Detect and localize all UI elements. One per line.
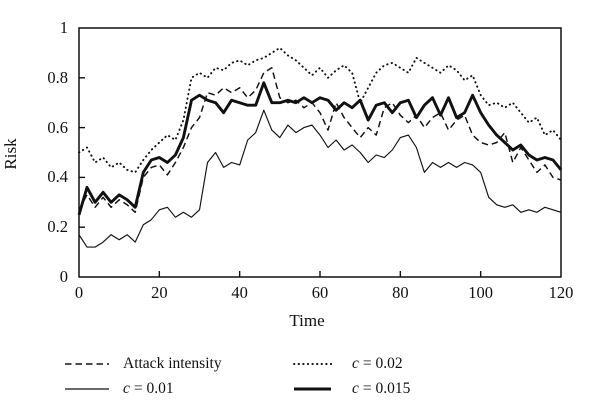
- y-tick-label: 0.4: [47, 167, 68, 187]
- x-tick-label: 120: [548, 283, 574, 302]
- x-tick-label: 0: [74, 283, 84, 302]
- plot-frame: [78, 27, 562, 278]
- legend-item-c-0-02: c = 0.02: [293, 355, 410, 373]
- series-attack-intensity: [78, 67, 562, 214]
- x-tick-label: 80: [392, 283, 409, 302]
- y-tick-label: 0: [59, 267, 68, 286]
- y-tick-label: 0.2: [47, 217, 68, 237]
- series-c-0-015: [77, 81, 563, 216]
- legend-variable: c: [352, 379, 359, 397]
- x-tick-label: 100: [468, 283, 494, 302]
- plot-area: [77, 27, 563, 278]
- series-c-0-01: [78, 109, 562, 248]
- dashed-line-sample: [65, 362, 109, 365]
- x-tick-label: 60: [311, 283, 329, 302]
- y-tick-label: 0.6: [47, 117, 68, 137]
- legend-item-attack-intensity: Attack intensity: [64, 355, 293, 373]
- thin-solid-line-sample: [65, 387, 109, 390]
- legend-label: = 0.02: [362, 354, 403, 372]
- x-axis-label: Time: [289, 311, 325, 330]
- y-tick-label: 1: [59, 18, 68, 37]
- legend-label: = 0.015: [362, 379, 411, 397]
- thick-solid-line-sample: [294, 387, 331, 390]
- dotted-line-sample: [293, 362, 333, 365]
- x-tick-label: 40: [231, 283, 248, 302]
- legend: Attack intensity c = 0.01 c = 0.02 c = 0…: [64, 351, 410, 401]
- series-c-0-02: [78, 46, 562, 174]
- legend-item-c-0-01: c = 0.01: [64, 380, 293, 398]
- legend-label: Attack intensity: [123, 354, 222, 372]
- y-axis-label: Risk: [1, 138, 20, 170]
- y-tick-label: 0.8: [47, 67, 68, 87]
- x-tick-label: 20: [151, 283, 168, 302]
- legend-variable: c: [352, 354, 359, 372]
- legend-item-c-0-015: c = 0.015: [293, 380, 410, 398]
- legend-variable: c: [123, 379, 130, 397]
- legend-label: = 0.01: [133, 379, 174, 397]
